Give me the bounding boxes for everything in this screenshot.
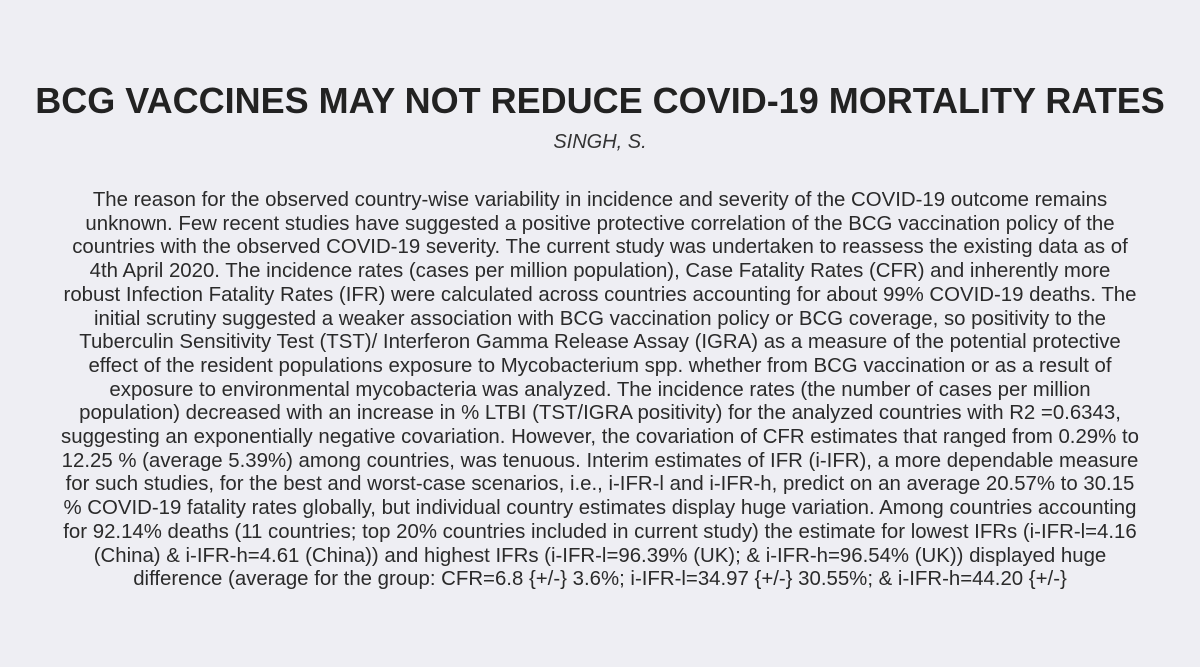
paper-author: SINGH, S.	[553, 131, 647, 153]
paper-abstract: The reason for the observed country-wise…	[61, 189, 1139, 591]
paper-title: BCG VACCINES MAY NOT REDUCE COVID-19 MOR…	[35, 80, 1165, 121]
